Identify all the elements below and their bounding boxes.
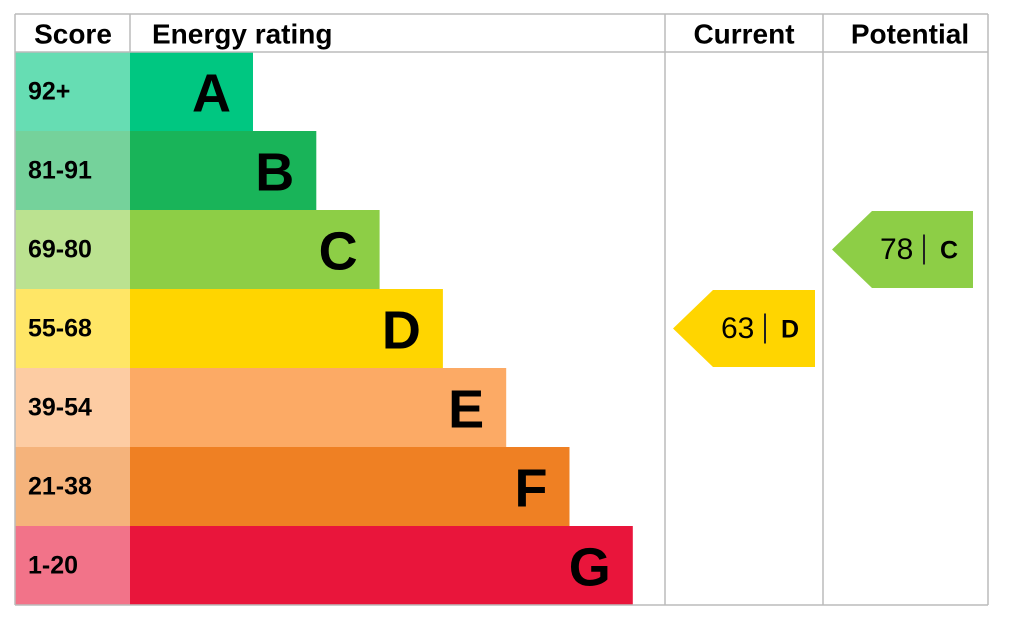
rating-letter: D [382, 301, 421, 361]
header-score: Score [34, 19, 112, 50]
rating-bar [130, 526, 633, 605]
rating-letter: B [255, 143, 294, 203]
rating-bar [130, 210, 380, 289]
score-cell [15, 52, 130, 131]
rating-bar [130, 447, 570, 526]
rating-bar [130, 289, 443, 368]
rating-bar [130, 368, 507, 447]
header-current: Current [693, 19, 794, 50]
potential-arrow [832, 211, 973, 288]
potential-letter: C [940, 237, 958, 265]
rating-letter: A [192, 64, 231, 124]
header-rating: Energy rating [152, 19, 332, 50]
potential-score: 78 [880, 233, 913, 266]
score-range: 39-54 [28, 394, 92, 422]
score-range: 1-20 [28, 552, 78, 580]
score-cell [15, 447, 130, 526]
score-cell [15, 131, 130, 210]
score-range: 21-38 [28, 473, 92, 501]
rating-letter: F [515, 459, 548, 519]
current-score: 63 [721, 312, 754, 345]
rating-letter: C [319, 222, 358, 282]
score-range: 81-91 [28, 157, 92, 185]
score-range: 55-68 [28, 315, 92, 343]
rating-letter: G [569, 538, 611, 598]
score-cell [15, 210, 130, 289]
score-cell [15, 526, 130, 605]
rating-bar [130, 52, 253, 131]
rating-letter: E [448, 380, 484, 440]
current-arrow [673, 290, 815, 367]
current-letter: D [781, 316, 799, 344]
rating-bar [130, 131, 317, 210]
score-cell [15, 289, 130, 368]
header-potential: Potential [851, 19, 969, 50]
score-range: 69-80 [28, 236, 92, 264]
score-range: 92+ [28, 78, 70, 106]
score-cell [15, 368, 130, 447]
